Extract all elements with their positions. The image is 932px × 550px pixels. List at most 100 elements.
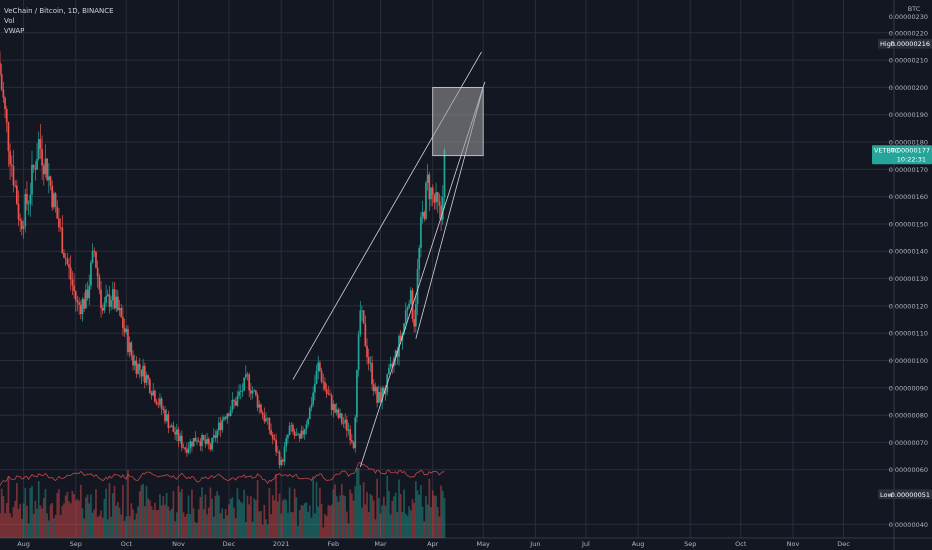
volume-bar [174,521,176,538]
volume-bar [111,493,114,538]
candle-body [169,426,171,428]
volume-bar [0,513,1,538]
volume-bar [159,494,161,538]
volume-bar [421,506,424,538]
volume-bar [312,478,315,538]
volume-bar [196,522,198,538]
candle-body [258,404,261,408]
candle-body [150,392,153,396]
candle-body [196,440,198,442]
candle-body [192,437,195,447]
candle-body [354,417,357,449]
candle-body [9,151,11,165]
candle-body [209,444,212,450]
vwap-indicator-label[interactable]: VWAP [4,27,25,35]
volume-bar [351,493,353,538]
candle-body [41,148,43,166]
volume-bar [204,494,207,538]
candle-body [443,150,446,198]
volume-bar [396,511,399,538]
volume-bar [194,522,197,538]
volume-bar [335,496,338,538]
volume-bar [386,475,389,538]
candle-body [276,451,279,453]
candle-body [117,296,119,311]
volume-bar [408,506,410,538]
candle-body [160,398,163,409]
volume-bar [201,487,203,538]
candle-body [305,424,308,430]
volume-bar [209,487,212,538]
candle-body [19,219,22,221]
y-tick-label: 0.00000140 [889,248,928,256]
candle-body [325,389,328,394]
chart-legend: VeChain / Bitcoin, 1D, BINANCE Vol VWAP [4,6,114,36]
volume-bar [234,518,237,538]
candle-body [71,279,74,286]
volume-bar [68,501,70,538]
candle-body [246,374,249,376]
candle-body [278,451,281,465]
volume-bar [76,498,79,538]
candle-body [367,357,370,364]
volume-bar [356,468,358,538]
candle-body [91,250,94,263]
volume-bar [169,510,171,538]
candle-body [290,425,293,426]
volume-bar [255,500,257,538]
candle-body [115,296,118,309]
candle-body [426,174,429,183]
volume-bar [95,489,97,538]
candle-body [352,442,355,449]
candle-body [228,413,230,416]
symbol-title[interactable]: VeChain / Bitcoin, 1D, BINANCE [4,7,114,15]
volume-bar [100,510,102,538]
candle-body [98,276,101,290]
candle-body [413,319,416,327]
volume-bar [273,500,276,538]
candle-body [148,379,151,393]
candle-body [137,364,139,374]
candle-body [122,317,124,329]
volume-bar [369,494,372,538]
volume-bar [362,482,365,538]
candle-body [403,323,405,334]
volume-bar [271,495,274,538]
volume-bar [4,513,6,538]
candle-body [174,431,176,435]
volume-bar [268,488,271,538]
candle-body [197,440,200,442]
candle-body [147,375,150,380]
candle-body [37,139,40,159]
volume-bar [256,480,259,538]
candle-body [329,394,331,396]
volume-bar [29,487,32,538]
volume-bar [290,512,293,538]
volume-bar [239,501,242,538]
volume-indicator-label[interactable]: Vol [4,17,15,25]
volume-bar [428,478,431,538]
candle-body [15,185,18,204]
y-tick-label: 0.00000150 [889,220,928,228]
candle-body [130,342,133,356]
volume-bar [388,491,390,538]
candle-body [191,441,193,447]
candle-body [81,298,84,315]
candle-body [347,429,350,431]
candle-body [142,365,144,377]
volume-bar [243,489,245,538]
candle-body [266,417,269,419]
volume-bar [443,498,446,538]
volume-bar [150,506,153,538]
candle-body [32,164,35,168]
volume-bar [179,492,181,538]
candle-body [110,300,112,307]
volume-bar [280,513,283,538]
volume-bar [233,507,235,538]
volume-bar [238,499,240,538]
x-tick-label: Jul [581,540,590,548]
candle-body [218,422,220,431]
candle-body [420,216,422,248]
candle-body [140,369,143,377]
